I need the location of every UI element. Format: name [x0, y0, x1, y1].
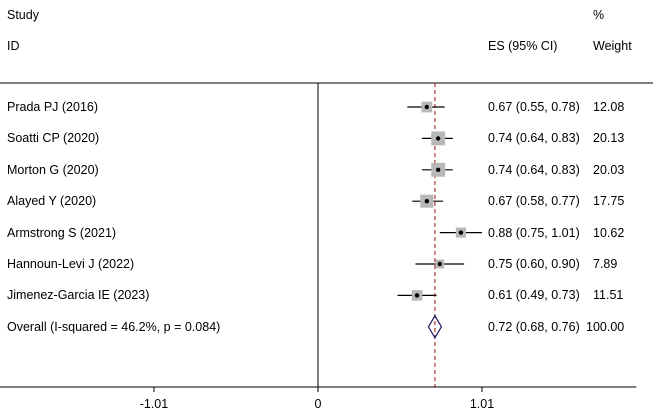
overall-weight: 100.00	[586, 319, 625, 334]
study-name: Hannoun-Levi J (2022)	[7, 257, 135, 271]
study-ci: 0.74 (0.64, 0.83)	[488, 162, 580, 177]
point-estimate	[435, 167, 441, 172]
point-estimate	[414, 293, 420, 298]
study-weight: 17.75	[593, 194, 625, 209]
study-ci: 0.88 (0.75, 1.01)	[488, 225, 580, 240]
study-name: Armstrong S (2021)	[7, 225, 117, 240]
overall-ci: 0.72 (0.68, 0.76)	[488, 319, 580, 334]
study-name: Prada PJ (2016)	[7, 100, 99, 114]
point-estimate	[435, 136, 441, 141]
study-ci: 0.67 (0.55, 0.78)	[488, 100, 580, 114]
point-estimate	[458, 230, 464, 235]
point-estimate	[424, 104, 430, 110]
study-ci: 0.67 (0.58, 0.77)	[488, 194, 580, 209]
point-estimate	[424, 199, 430, 204]
header-pct: %	[593, 8, 605, 22]
study-weight: 20.13	[593, 131, 625, 146]
study-weight: 20.03	[593, 162, 625, 177]
study-weight: 10.62	[593, 225, 625, 240]
study-name: Soatti CP (2020)	[7, 131, 100, 146]
x-tick-label: 0	[315, 397, 322, 411]
study-ci: 0.74 (0.64, 0.83)	[488, 131, 580, 146]
study-ci: 0.61 (0.49, 0.73)	[488, 288, 580, 303]
pooled-diamond	[427, 314, 443, 339]
study-name: Alayed Y (2020)	[7, 194, 97, 209]
overall-label: Overall (I-squared = 46.2%, p = 0.084)	[7, 319, 221, 334]
header-weight: Weight	[593, 39, 632, 53]
header-study: Study	[7, 8, 39, 22]
x-tick-label: 1.01	[470, 397, 494, 411]
study-weight: 11.51	[593, 288, 624, 303]
study-name: Morton G (2020)	[7, 162, 99, 177]
study-ci: 0.75 (0.60, 0.90)	[488, 257, 580, 271]
point-estimate	[437, 261, 442, 267]
x-tick-label: -1.01	[140, 397, 169, 411]
study-weight: 12.08	[593, 100, 625, 114]
header-es: ES (95% CI)	[488, 39, 558, 53]
header-id: ID	[7, 39, 20, 53]
study-weight: 7.89	[593, 257, 618, 271]
study-name: Jimenez-Garcia IE (2023)	[7, 288, 150, 303]
